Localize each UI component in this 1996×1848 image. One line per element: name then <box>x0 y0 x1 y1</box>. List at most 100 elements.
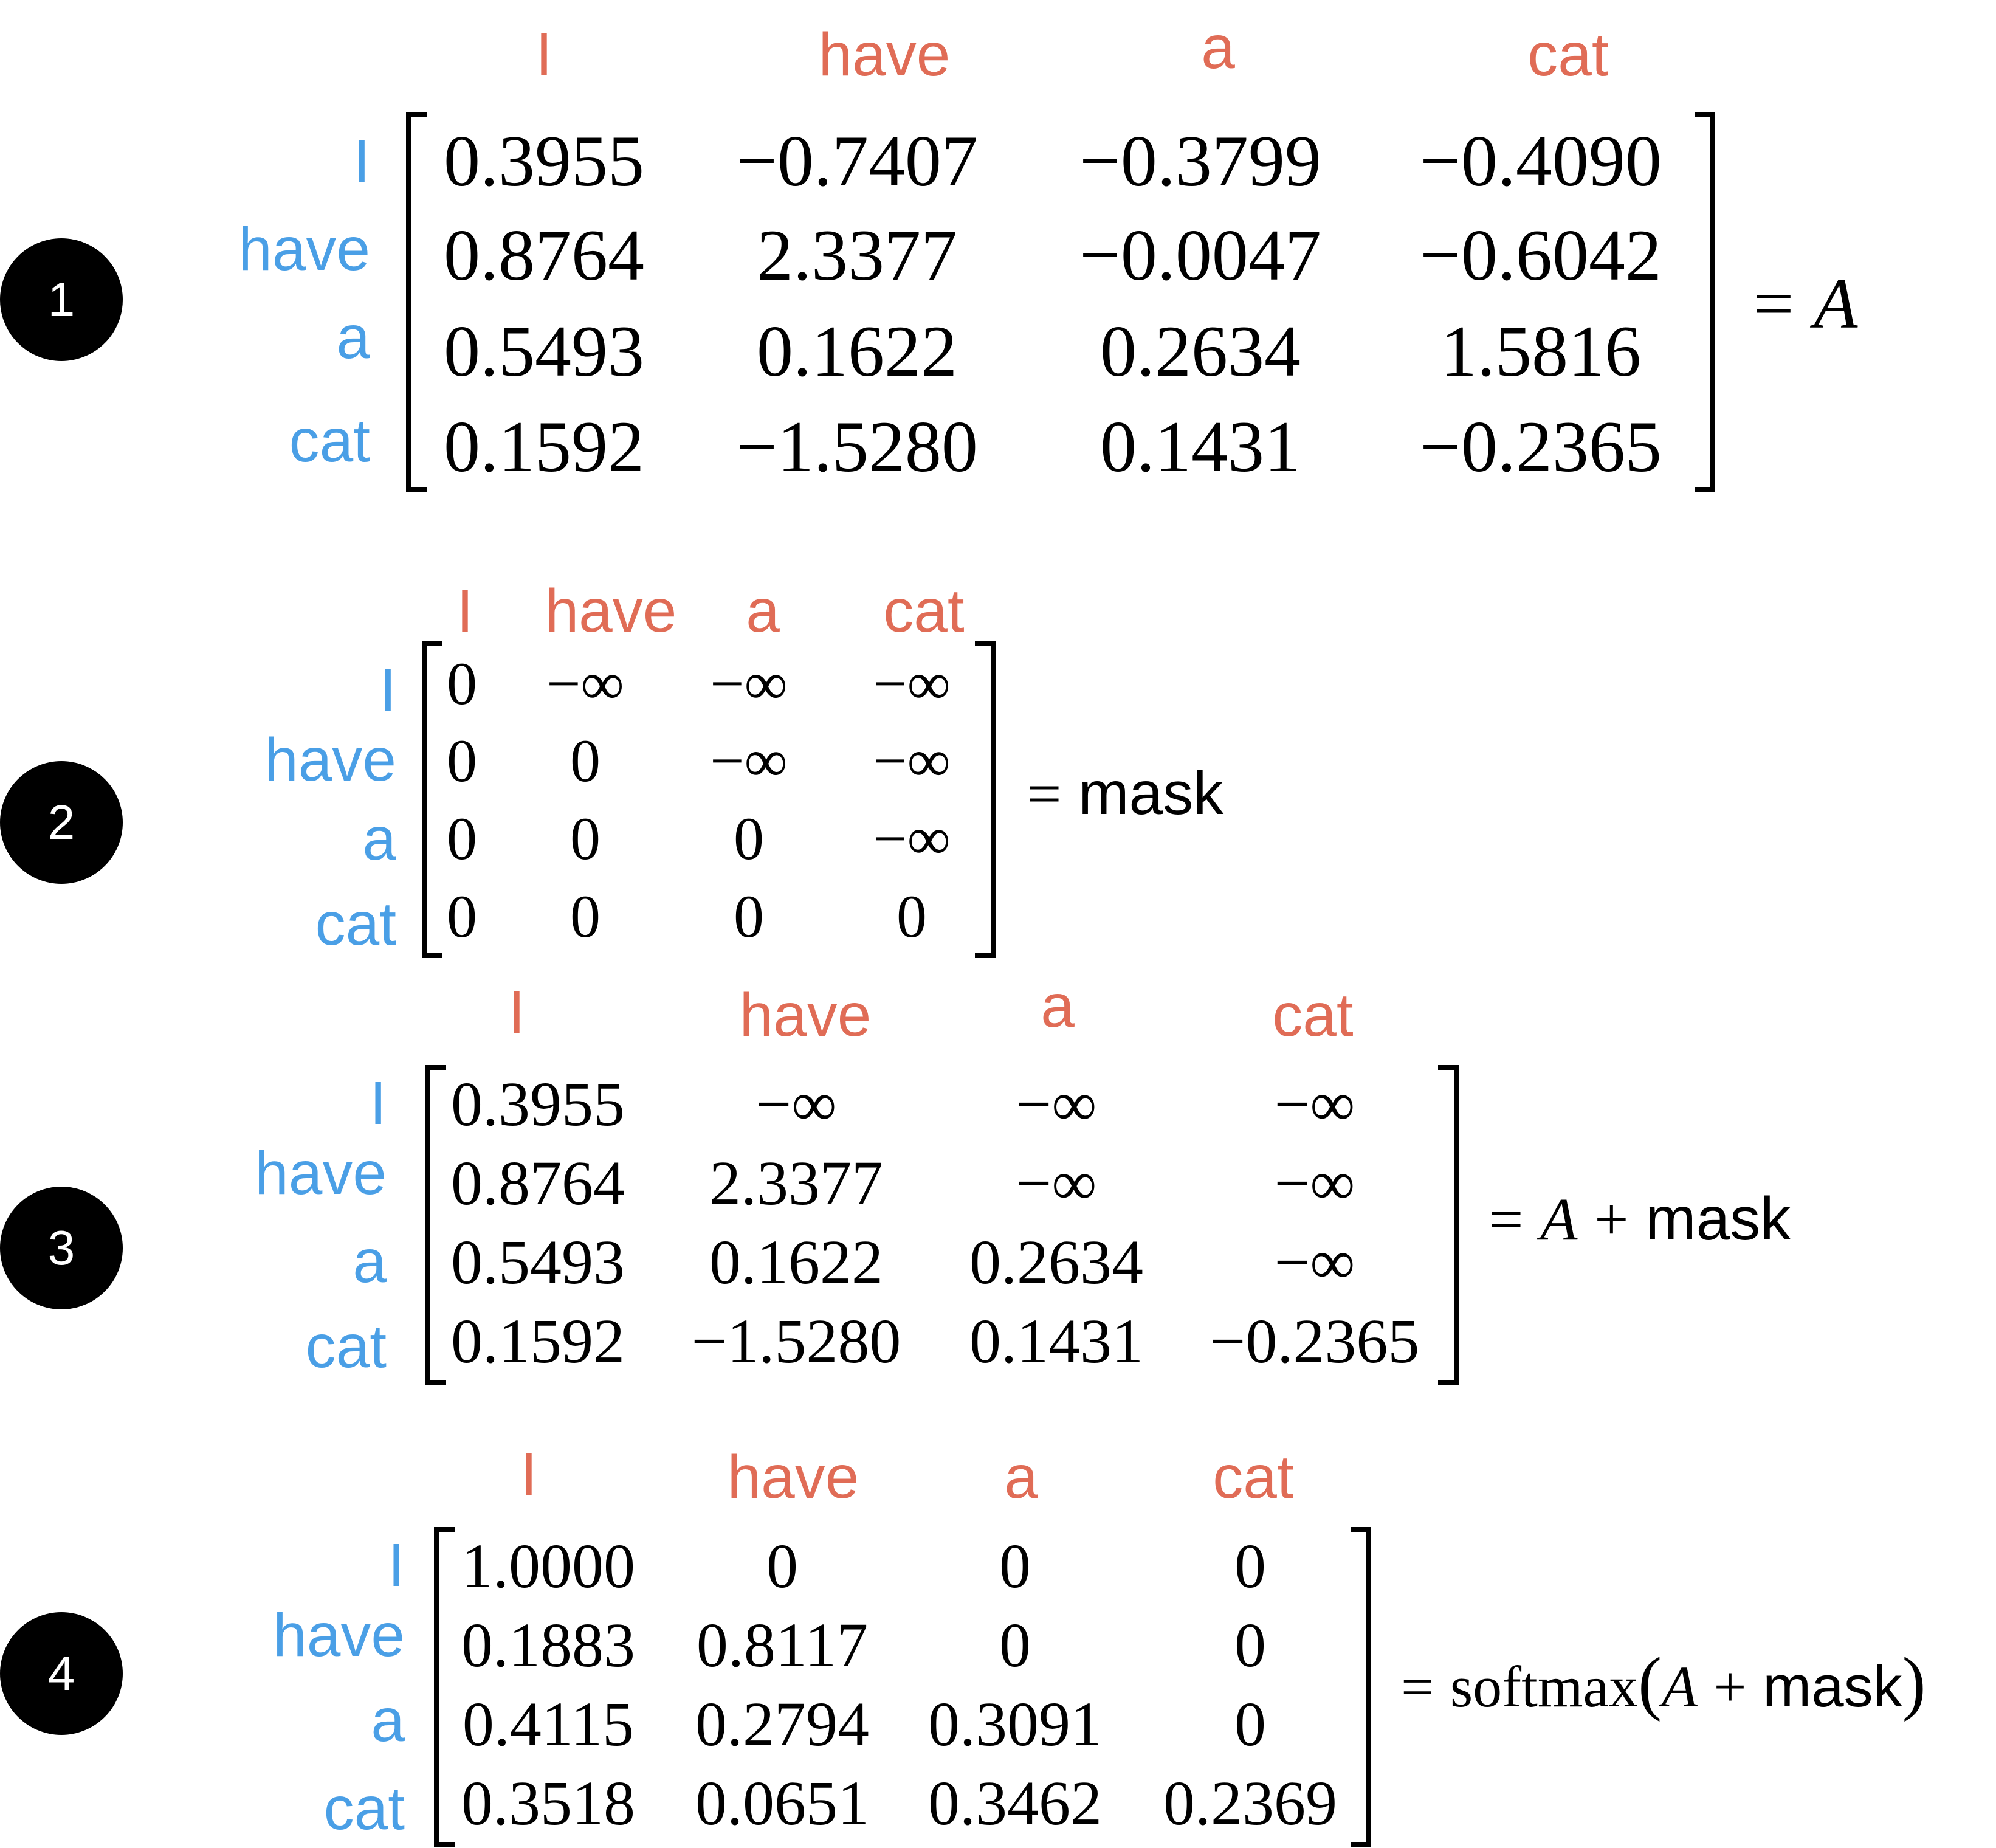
matrix-bracket-left <box>406 112 427 492</box>
matrix-cell: −0.6042 <box>1420 215 1662 295</box>
matrix-cell: 0.1622 <box>709 1227 883 1297</box>
matrix-symbol-a: A <box>1540 1185 1578 1253</box>
matrix-cell: 0.1431 <box>969 1306 1143 1376</box>
equation-label: = A <box>1753 267 1857 340</box>
matrix-cell: 0 <box>734 805 764 872</box>
matrix-cell: 0 <box>999 1610 1031 1680</box>
matrix-cell: −∞ <box>1016 1069 1097 1139</box>
plus-sign: + <box>1594 1185 1629 1253</box>
matrix-cell: −∞ <box>755 1069 837 1139</box>
matrix-cell: −1.5280 <box>736 406 978 487</box>
matrix-cell: 2.3377 <box>757 215 957 295</box>
matrix-cell: −∞ <box>710 650 788 717</box>
matrix-cell: 0 <box>447 650 477 717</box>
matrix-cell: 0 <box>734 883 764 950</box>
matrix-cell: −0.0047 <box>1079 215 1321 295</box>
col-label-have: have <box>818 21 951 89</box>
mask-label: mask <box>1645 1185 1791 1253</box>
matrix-cell: 0.8764 <box>444 215 644 295</box>
matrix-cell: 0.1592 <box>451 1306 625 1376</box>
col-label-cat: cat <box>1272 981 1354 1049</box>
col-label-i: I <box>456 577 473 645</box>
matrix-bracket-left <box>434 1527 455 1847</box>
step-badge-3: 3 <box>0 1187 123 1309</box>
row-label-a: a <box>362 805 396 873</box>
matrix-cell: −∞ <box>1016 1148 1097 1218</box>
matrix-cell: 0 <box>447 883 477 950</box>
matrix-bracket-left <box>422 641 442 958</box>
matrix-symbol-a: A <box>1814 264 1858 343</box>
matrix-cell: −1.5280 <box>691 1306 901 1376</box>
col-label-cat: cat <box>1213 1443 1294 1511</box>
col-label-i: I <box>520 1440 537 1508</box>
matrix-cell: 0 <box>766 1531 798 1601</box>
row-label-have: have <box>238 215 370 283</box>
matrix-cell: 0.3955 <box>451 1069 625 1139</box>
matrix-cell: 0.4115 <box>462 1689 635 1759</box>
matrix-cell: 0.1431 <box>1100 406 1301 487</box>
row-label-i: I <box>353 128 370 196</box>
row-label-cat: cat <box>305 1312 387 1381</box>
matrix-cell: 0 <box>1234 1610 1266 1680</box>
step-badge-4: 4 <box>0 1612 123 1735</box>
matrix-bracket-right <box>1695 112 1715 492</box>
matrix-cell: 0 <box>896 883 927 950</box>
step-badge-2: 2 <box>0 761 123 884</box>
matrix-cell: 0.1622 <box>757 311 957 391</box>
matrix-cell: −∞ <box>1274 1069 1355 1139</box>
matrix-cell: −0.7407 <box>736 120 978 201</box>
col-label-a: a <box>746 577 780 645</box>
col-label-cat: cat <box>883 577 965 645</box>
row-label-a: a <box>353 1227 387 1295</box>
col-label-have: have <box>545 577 677 645</box>
matrix-cell: 0.3091 <box>928 1689 1102 1759</box>
row-label-have: have <box>264 726 396 794</box>
matrix-cell: 0 <box>570 727 601 795</box>
matrix-cell: 0.8764 <box>451 1148 625 1218</box>
matrix-cell: −∞ <box>1274 1227 1355 1297</box>
row-label-have: have <box>273 1601 405 1669</box>
matrix-cell: 0.3518 <box>461 1768 635 1838</box>
row-label-cat: cat <box>315 890 396 958</box>
matrix-cell: 0 <box>1234 1689 1266 1759</box>
matrix-cell: 0 <box>1234 1531 1266 1601</box>
equals-sign: = <box>1027 760 1062 827</box>
matrix-cell: −0.2365 <box>1210 1306 1420 1376</box>
matrix-cell: 0 <box>570 883 601 950</box>
col-label-a: a <box>1004 1443 1038 1511</box>
row-label-i: I <box>379 656 396 724</box>
matrix-cell: 0.8117 <box>696 1610 869 1680</box>
matrix-cell: −∞ <box>710 727 788 795</box>
col-label-have: have <box>727 1443 859 1511</box>
matrix-cell: 1.5816 <box>1440 311 1641 391</box>
equation-label: = softmax(A + mask) <box>1401 1647 1926 1719</box>
matrix-cell: 0.5493 <box>451 1227 625 1297</box>
matrix-cell: −0.3799 <box>1079 120 1321 201</box>
right-paren: ) <box>1902 1644 1926 1722</box>
plus-sign: + <box>1713 1654 1747 1719</box>
matrix-cell: 0.2794 <box>695 1689 869 1759</box>
matrix-cell: 0.1883 <box>461 1610 635 1680</box>
matrix-bracket-right <box>1351 1527 1371 1847</box>
matrix-cell: −∞ <box>873 650 951 717</box>
matrix-bracket-right <box>1438 1065 1459 1385</box>
panel-3: 3 I have a cat I have a cat 0.3955 −∞ −∞… <box>0 976 1791 1385</box>
equals-sign: = <box>1489 1185 1524 1253</box>
equals-sign: = <box>1401 1654 1434 1719</box>
equation-label: = A + mask <box>1489 1188 1791 1250</box>
matrix-cell: 0 <box>447 727 477 795</box>
mask-label: mask <box>1763 1654 1902 1719</box>
matrix-cell: 0 <box>570 805 601 872</box>
panel-2: 2 I have a cat I have a cat 0 −∞ −∞ −∞ 0… <box>0 577 1223 958</box>
matrix-cell: 1.0000 <box>461 1531 635 1601</box>
equation-label: = mask <box>1027 763 1223 824</box>
matrix-cell: 0.3462 <box>928 1768 1102 1838</box>
matrix-cell: 0.2634 <box>969 1227 1143 1297</box>
matrix-cell: 0.3955 <box>444 120 644 201</box>
matrix-cell: −0.4090 <box>1420 120 1662 201</box>
matrix-cell: 0.0651 <box>695 1768 869 1838</box>
row-label-a: a <box>371 1686 405 1754</box>
matrix-cell: 0.2634 <box>1100 311 1301 391</box>
matrix-cell: 0.2369 <box>1163 1768 1337 1838</box>
